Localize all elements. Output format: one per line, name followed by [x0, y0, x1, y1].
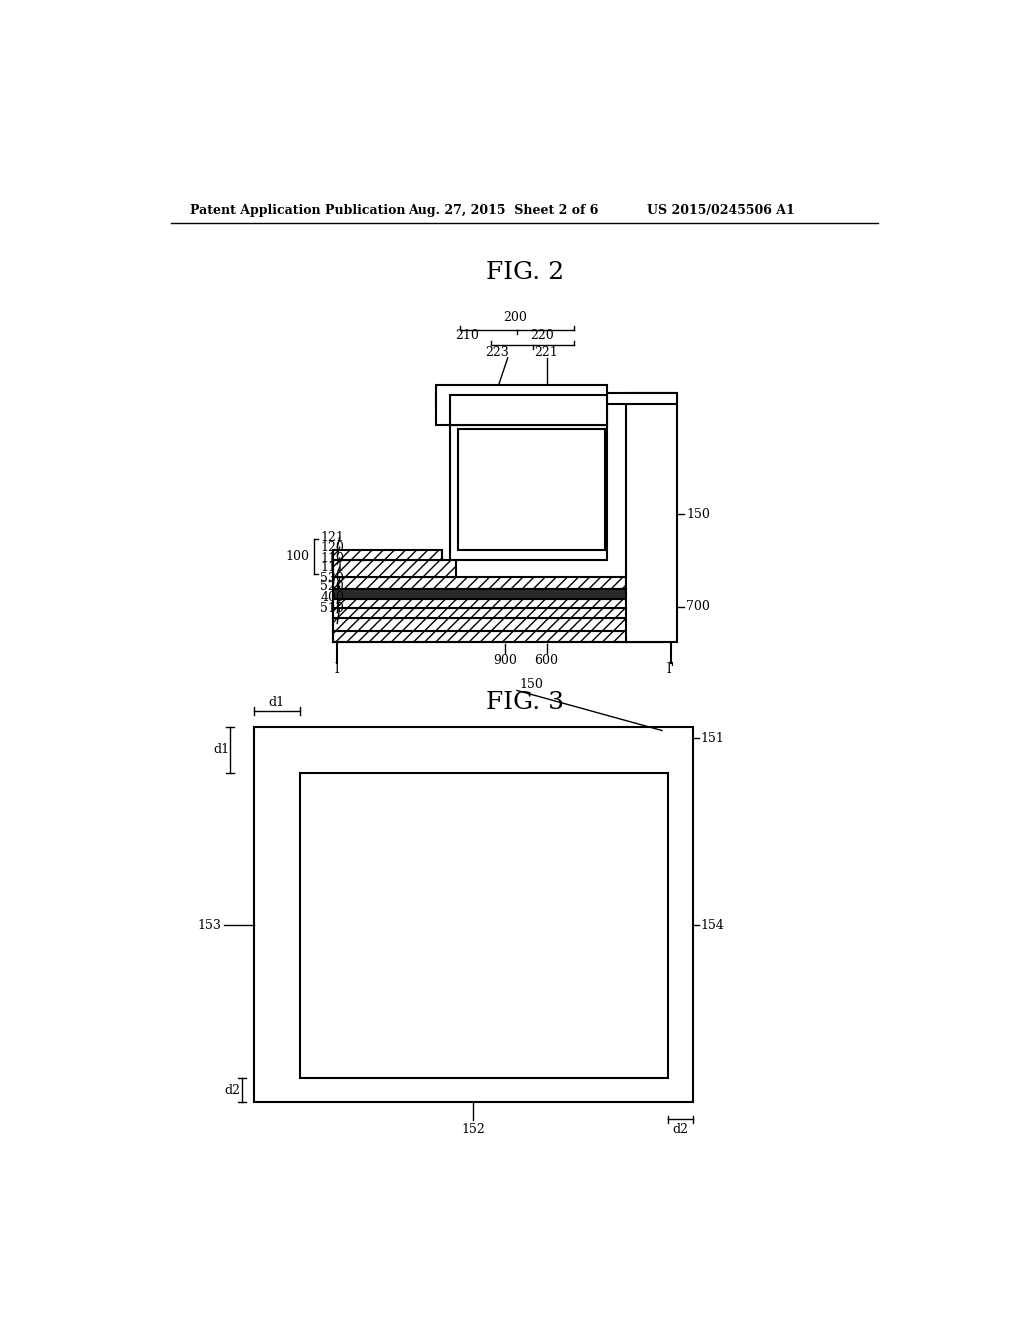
- Bar: [451, 425, 607, 560]
- Bar: [334, 631, 663, 642]
- Text: 510: 510: [321, 602, 344, 615]
- Text: 220: 220: [530, 329, 554, 342]
- Text: 150: 150: [686, 508, 710, 520]
- Text: 221: 221: [535, 346, 558, 359]
- Bar: [334, 577, 626, 589]
- Text: 520: 520: [321, 579, 344, 593]
- Text: 200: 200: [504, 312, 527, 325]
- Text: 111: 111: [321, 561, 344, 574]
- Bar: [334, 560, 456, 577]
- Text: US 2015/0245506 A1: US 2015/0245506 A1: [647, 205, 795, 218]
- Text: 400: 400: [321, 591, 344, 603]
- Bar: [451, 395, 607, 425]
- Text: Patent Application Publication: Patent Application Publication: [190, 205, 406, 218]
- Text: 700: 700: [686, 601, 710, 612]
- Bar: [300, 774, 669, 1077]
- Bar: [458, 429, 605, 550]
- Bar: [334, 549, 442, 560]
- Text: l': l': [667, 661, 675, 676]
- Text: 153: 153: [198, 919, 221, 932]
- Text: d1: d1: [213, 743, 229, 756]
- Bar: [626, 393, 677, 642]
- Text: d2: d2: [673, 1123, 688, 1137]
- Text: 530: 530: [321, 572, 344, 585]
- Bar: [334, 589, 626, 599]
- Text: 210: 210: [456, 329, 479, 342]
- Bar: [436, 385, 607, 425]
- Text: 223: 223: [485, 346, 509, 359]
- Bar: [254, 726, 693, 1102]
- Text: 154: 154: [700, 919, 725, 932]
- Bar: [334, 599, 663, 609]
- Text: 600: 600: [535, 653, 558, 667]
- Text: 151: 151: [700, 731, 725, 744]
- Text: 150: 150: [519, 677, 544, 690]
- Text: FIG. 2: FIG. 2: [485, 261, 564, 284]
- Text: 100: 100: [286, 550, 309, 564]
- Text: FIG. 3: FIG. 3: [485, 690, 564, 714]
- Bar: [334, 618, 663, 631]
- Bar: [436, 393, 677, 404]
- Text: 121: 121: [321, 531, 344, 544]
- Text: 120: 120: [321, 541, 344, 554]
- Text: 152: 152: [461, 1123, 484, 1137]
- Text: d2: d2: [224, 1084, 241, 1097]
- Bar: [334, 609, 663, 618]
- Text: Aug. 27, 2015  Sheet 2 of 6: Aug. 27, 2015 Sheet 2 of 6: [409, 205, 599, 218]
- Text: 110: 110: [321, 552, 344, 565]
- Text: d1: d1: [268, 696, 285, 709]
- Text: l: l: [335, 661, 340, 676]
- Text: 900: 900: [494, 653, 517, 667]
